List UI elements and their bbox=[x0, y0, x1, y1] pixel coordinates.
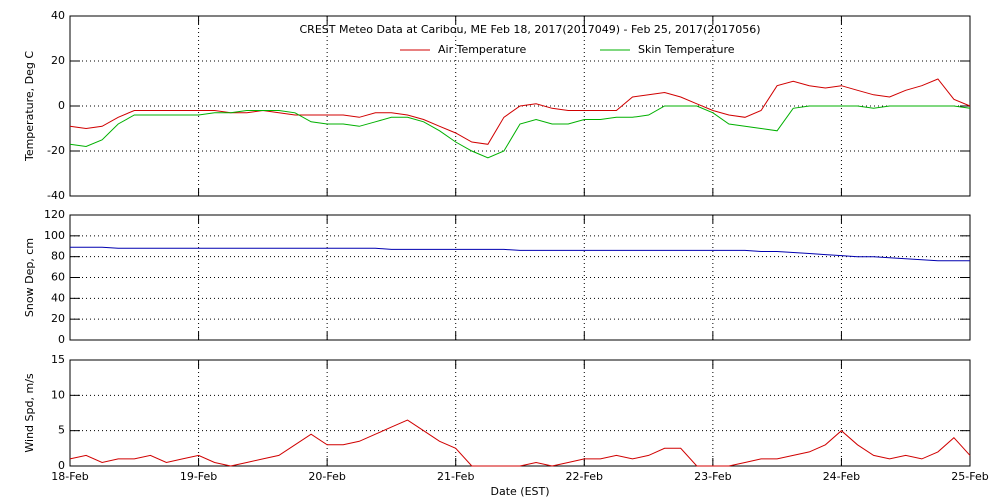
x-tick-label: 19-Feb bbox=[180, 470, 217, 483]
series-line bbox=[69, 419, 971, 467]
x-axis-label: Date (EST) bbox=[490, 485, 549, 498]
legend-label: Air Temperature bbox=[438, 43, 527, 56]
legend-label: Skin Temperature bbox=[638, 43, 735, 56]
y-tick-label: -20 bbox=[47, 144, 65, 157]
y-tick-label: 80 bbox=[51, 250, 65, 263]
chart-title: CREST Meteo Data at Caribou, ME Feb 18, … bbox=[300, 23, 761, 36]
y-tick-label: 5 bbox=[58, 424, 65, 437]
plot-frame bbox=[69, 359, 971, 467]
y-tick-label: 120 bbox=[44, 208, 65, 221]
x-tick-label: 23-Feb bbox=[694, 470, 731, 483]
y-tick-label: 20 bbox=[51, 54, 65, 67]
y-tick-label: 0 bbox=[58, 333, 65, 346]
x-tick-label: 25-Feb bbox=[951, 470, 988, 483]
x-tick-label: 18-Feb bbox=[51, 470, 88, 483]
y-tick-label: 40 bbox=[51, 9, 65, 22]
x-tick-label: 22-Feb bbox=[566, 470, 603, 483]
x-tick-label: 20-Feb bbox=[308, 470, 345, 483]
series-line bbox=[70, 246, 970, 262]
x-tick-label: 24-Feb bbox=[823, 470, 860, 483]
x-tick-label: 21-Feb bbox=[437, 470, 474, 483]
y-tick-label: 100 bbox=[44, 229, 65, 242]
series-line bbox=[69, 78, 971, 145]
y-tick-label: 20 bbox=[51, 312, 65, 325]
y-tick-label: 15 bbox=[51, 353, 65, 366]
y-axis-label: Temperature, Deg C bbox=[23, 51, 36, 162]
y-axis-label: Snow Dep, cm bbox=[23, 238, 36, 317]
y-tick-label: 0 bbox=[58, 99, 65, 112]
y-axis-label: Wind Spd, m/s bbox=[23, 373, 36, 453]
series-line bbox=[69, 105, 971, 159]
y-tick-label: 10 bbox=[51, 388, 65, 401]
y-tick-label: -40 bbox=[47, 189, 65, 202]
y-tick-label: 40 bbox=[51, 291, 65, 304]
y-tick-label: 0 bbox=[58, 459, 65, 472]
y-tick-label: 60 bbox=[51, 271, 65, 284]
